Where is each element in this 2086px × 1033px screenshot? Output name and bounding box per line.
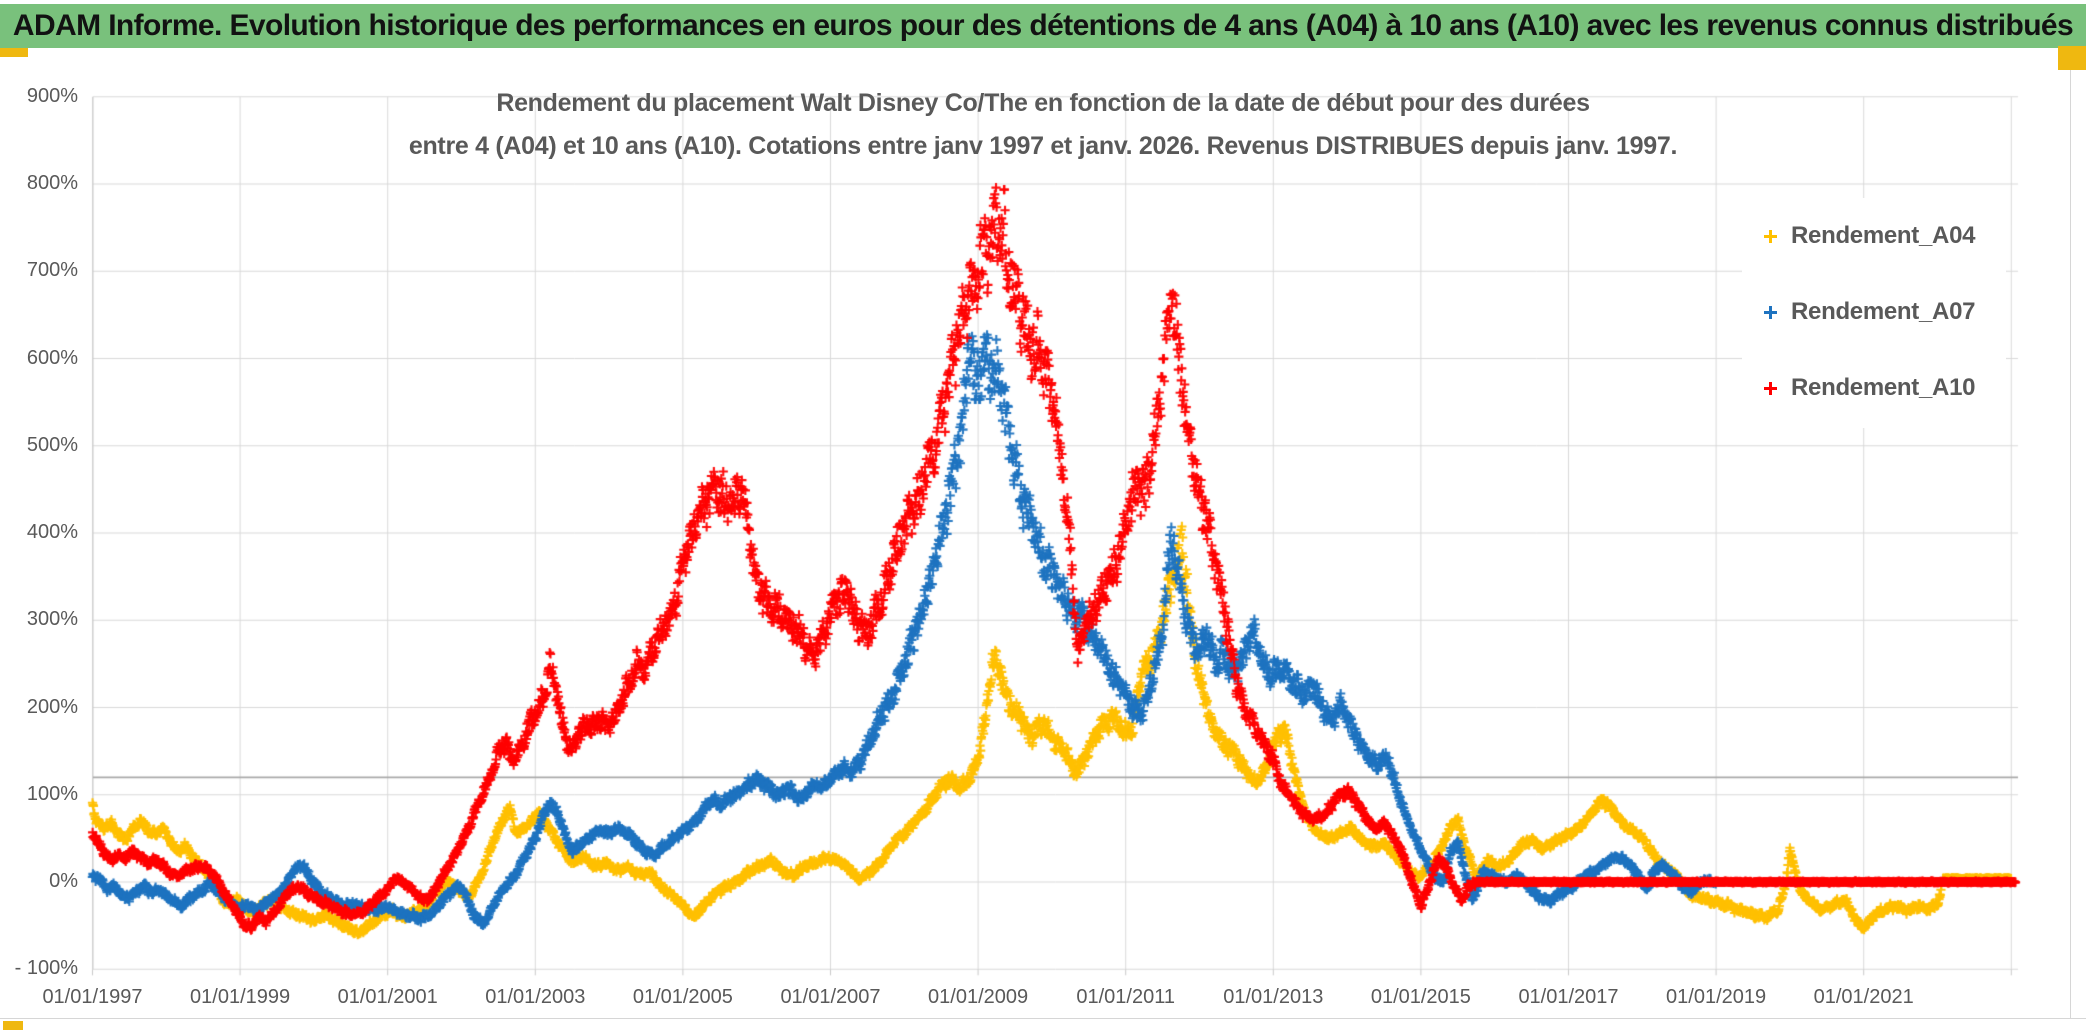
plus-marker-icon — [1764, 229, 1777, 243]
plus-marker-icon — [1764, 305, 1777, 319]
legend-label: Rendement_A10 — [1791, 374, 1976, 401]
x-axis-tick-label: 01/01/2017 — [1518, 986, 1619, 1008]
x-axis-tick-label: 01/01/2021 — [1813, 986, 1914, 1008]
x-axis-tick-label: 01/01/1997 — [42, 986, 143, 1008]
legend-item[interactable]: Rendement_A04 — [1742, 198, 2006, 274]
x-axis-tick-label: 01/01/2001 — [337, 986, 438, 1008]
x-axis-tick-label: 01/01/1999 — [190, 986, 291, 1008]
x-axis-tick-label: 01/01/2009 — [928, 986, 1029, 1008]
x-axis-tick-label: 01/01/2003 — [485, 986, 586, 1008]
plus-marker-icon — [1764, 381, 1777, 395]
y-axis-tick-label: 800% — [26, 172, 78, 194]
x-axis-tick-label: 01/01/2015 — [1370, 986, 1471, 1008]
y-axis-tick-label: 100% — [26, 782, 78, 805]
legend-item[interactable]: Rendement_A07 — [1742, 274, 2006, 350]
y-axis-tick-label: 700% — [26, 259, 78, 282]
y-axis-tick-label: 0% — [49, 870, 78, 892]
y-axis-tick-label: - 100% — [14, 957, 78, 980]
legend-label: Rendement_A04 — [1791, 222, 1976, 249]
x-axis-tick-label: 01/01/2019 — [1666, 986, 1767, 1008]
y-axis-tick-label: 300% — [26, 608, 78, 631]
x-axis-tick-label: 01/01/2013 — [1223, 986, 1324, 1008]
chart-legend: Rendement_A04 Rendement_A07 Rendement_A10 — [1742, 198, 2006, 428]
chart-title-line2: entre 4 (A04) et 10 ans (A10). Cotations… — [408, 132, 1678, 160]
x-axis-tick-label: 01/01/2005 — [632, 986, 733, 1008]
y-axis-tick-label: 900% — [26, 84, 78, 107]
legend-label: Rendement_A07 — [1791, 298, 1976, 325]
y-axis-tick-label: 400% — [26, 521, 78, 543]
legend-item[interactable]: Rendement_A10 — [1742, 350, 2006, 426]
chart-title: Rendement du placement Walt Disney Co/Th… — [0, 82, 2086, 168]
y-axis-tick-label: 600% — [26, 346, 78, 369]
y-axis-tick-label: 500% — [26, 433, 78, 456]
y-axis-tick-label: 200% — [26, 695, 78, 718]
x-axis-tick-label: 01/01/2007 — [780, 986, 881, 1008]
x-axis-tick-label: 01/01/2011 — [1076, 986, 1175, 1008]
chart-title-line1: Rendement du placement Walt Disney Co/Th… — [496, 89, 1590, 117]
